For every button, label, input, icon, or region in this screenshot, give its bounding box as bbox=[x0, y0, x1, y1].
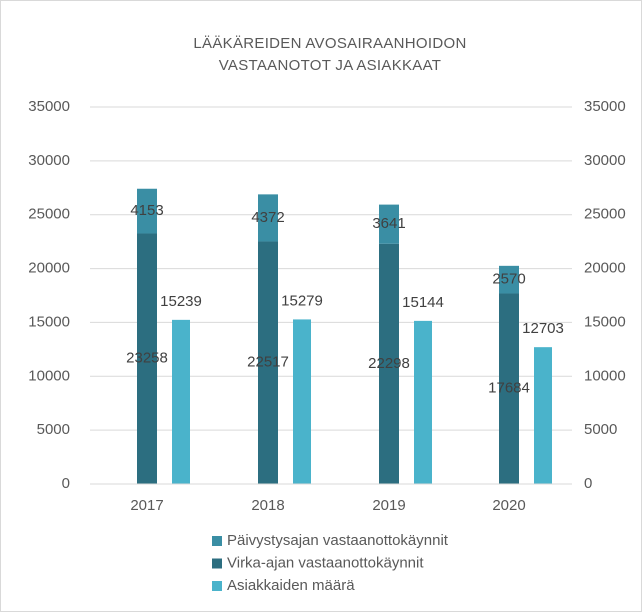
bar-segment bbox=[499, 265, 519, 294]
legend-swatch bbox=[212, 536, 222, 546]
y-tick-label: 0 bbox=[62, 475, 70, 492]
data-label: 4153 bbox=[130, 202, 163, 219]
legend-label: Päivystysajan vastaanottokäynnit bbox=[227, 532, 449, 549]
legend-label: Asiakkaiden määrä bbox=[227, 577, 355, 594]
x-tick-label: 2017 bbox=[130, 497, 163, 514]
data-label: 2570 bbox=[492, 271, 525, 288]
y2-tick-label: 30000 bbox=[584, 152, 626, 169]
y2-tick-label: 5000 bbox=[584, 421, 617, 438]
data-label: 22517 bbox=[247, 354, 289, 371]
data-label: 12703 bbox=[522, 320, 564, 337]
x-tick-label: 2019 bbox=[372, 497, 405, 514]
legend-swatch bbox=[212, 558, 222, 569]
bar bbox=[172, 319, 190, 484]
y-tick-label: 10000 bbox=[28, 367, 70, 384]
bar-segment bbox=[499, 293, 519, 484]
bar-segment bbox=[258, 194, 278, 242]
bar bbox=[414, 320, 432, 484]
x-tick-label: 2020 bbox=[492, 497, 525, 514]
y2-tick-label: 10000 bbox=[584, 367, 626, 384]
bar bbox=[534, 347, 552, 484]
y2-tick-label: 0 bbox=[584, 475, 592, 492]
data-label: 15239 bbox=[160, 293, 202, 310]
data-label: 3641 bbox=[372, 215, 405, 232]
y-tick-label: 35000 bbox=[28, 98, 70, 115]
legend-label: Virka-ajan vastaanottokäynnit bbox=[227, 554, 424, 571]
legend-swatch bbox=[212, 581, 222, 591]
y-tick-label: 15000 bbox=[28, 313, 70, 330]
data-label: 17684 bbox=[488, 380, 530, 397]
bar-segment bbox=[379, 243, 399, 484]
y2-tick-label: 15000 bbox=[584, 313, 626, 330]
y-tick-label: 25000 bbox=[28, 206, 70, 223]
y-tick-label: 5000 bbox=[37, 421, 70, 438]
y-tick-label: 30000 bbox=[28, 152, 70, 169]
bar-segment bbox=[137, 188, 157, 234]
y2-tick-label: 20000 bbox=[584, 260, 626, 277]
bar-segment bbox=[258, 241, 278, 484]
x-tick-label: 2018 bbox=[251, 497, 284, 514]
data-label: 15144 bbox=[402, 294, 444, 311]
data-label: 15279 bbox=[281, 292, 323, 309]
chart-title: VASTAANOTOT JA ASIAKKAAT bbox=[219, 57, 442, 74]
y-tick-label: 20000 bbox=[28, 260, 70, 277]
data-label: 4372 bbox=[251, 209, 284, 226]
y2-tick-label: 35000 bbox=[584, 98, 626, 115]
data-label: 22298 bbox=[368, 355, 410, 372]
chart-title: LÄÄKÄREIDEN AVOSAIRAANHOIDON bbox=[193, 35, 466, 52]
bar-segment bbox=[379, 204, 399, 244]
y2-tick-label: 25000 bbox=[584, 206, 626, 223]
bar bbox=[293, 319, 311, 484]
bar-segment bbox=[137, 233, 157, 484]
data-label: 23258 bbox=[126, 350, 168, 367]
